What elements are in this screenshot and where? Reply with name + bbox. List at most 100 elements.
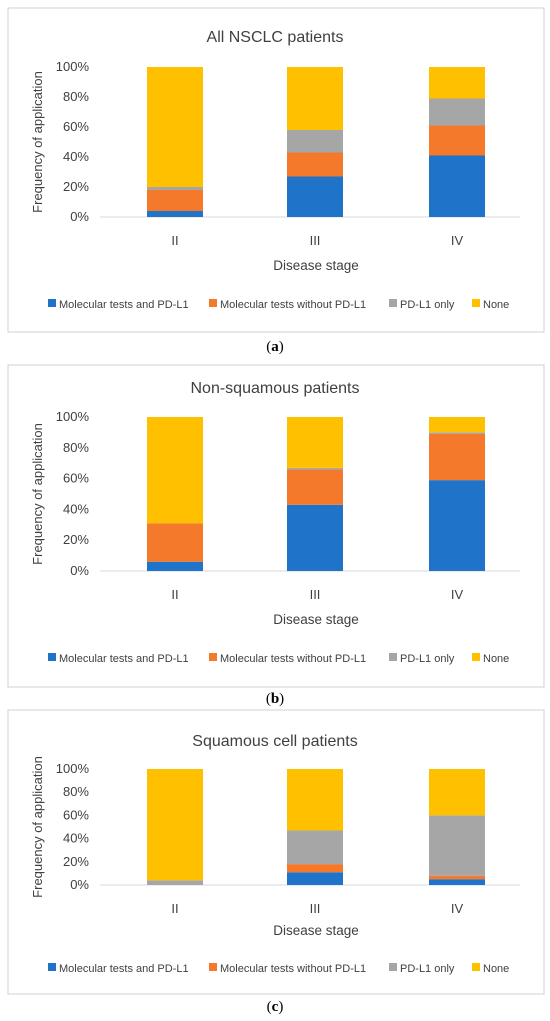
bar-segment <box>147 211 203 217</box>
bar-segment <box>429 433 485 481</box>
legend-swatch <box>48 653 56 661</box>
bar-segment <box>429 125 485 156</box>
bar-segment <box>429 432 485 434</box>
legend-label: Molecular tests without PD-L1 <box>220 299 366 311</box>
caption-b-letter: b <box>270 691 280 707</box>
chart-a: All NSCLC patients 0% 20% 40% 60% 80% 100% Freq… <box>7 7 545 333</box>
bar-segment <box>147 417 203 524</box>
bar-segment <box>429 417 485 433</box>
legend-swatch <box>472 299 480 307</box>
bar-segment <box>287 830 343 865</box>
bar-segment <box>287 417 343 468</box>
x-tick-label: IV <box>451 901 464 916</box>
chart-c: Squamous cell patients 0% 20% 40% 60% 80% 100%… <box>7 709 545 995</box>
legend-label: None <box>483 653 509 665</box>
x-tick-label: III <box>310 233 321 248</box>
chart-b: Non-squamous patients 0% 20% 40% 60% 80% 100% F… <box>7 364 545 688</box>
legend-label: Molecular tests and PD-L1 <box>59 963 189 975</box>
caption-b: (b) <box>265 691 285 707</box>
y-tick-label: 100% <box>56 59 90 74</box>
x-axis-label: Disease stage <box>273 612 359 627</box>
legend-label: PD-L1 only <box>400 963 455 975</box>
legend-swatch <box>209 963 217 971</box>
x-axis-label: Disease stage <box>273 923 359 938</box>
legend-label: PD-L1 only <box>400 653 455 665</box>
bar-segment <box>429 98 485 126</box>
x-tick-label: II <box>171 587 178 602</box>
x-tick-label: II <box>171 901 178 916</box>
y-tick-label: 20% <box>63 179 89 194</box>
x-tick-label: IV <box>451 233 464 248</box>
bar-segment <box>287 467 343 470</box>
bar-segment <box>147 880 203 885</box>
bar-segment <box>147 561 203 571</box>
y-tick-label: 20% <box>63 532 89 547</box>
x-tick-label: III <box>310 901 321 916</box>
legend-swatch <box>389 963 397 971</box>
legend-swatch <box>472 963 480 971</box>
bar-segment <box>429 879 485 885</box>
legend-label: PD-L1 only <box>400 299 455 311</box>
bar-segment <box>287 152 343 177</box>
y-tick-label: 40% <box>63 831 89 846</box>
chart-title: Non-squamous patients <box>191 380 360 397</box>
x-tick-label: IV <box>451 587 464 602</box>
chart-panel-c: Squamous cell patients 0% 20% 40% 60% 80% 100%… <box>0 708 550 998</box>
bar-segment <box>147 523 203 562</box>
legend-swatch <box>48 299 56 307</box>
x-axis-label: Disease stage <box>273 258 359 273</box>
bar-segment <box>147 769 203 881</box>
y-axis-label: Frequency of application <box>30 71 45 213</box>
legend-label: Molecular tests and PD-L1 <box>59 653 189 665</box>
y-tick-label: 80% <box>63 784 89 799</box>
y-tick-label: 20% <box>63 854 89 869</box>
legend-swatch <box>209 653 217 661</box>
y-tick-label: 80% <box>63 440 89 455</box>
bar-segment <box>287 864 343 873</box>
bar-segment <box>429 875 485 880</box>
bar-segment <box>147 67 203 187</box>
bar-segment <box>287 176 343 217</box>
y-tick-label: 80% <box>63 89 89 104</box>
bar-segment <box>429 480 485 571</box>
bar-segment <box>287 130 343 153</box>
y-tick-label: 100% <box>56 409 90 424</box>
chart-panel-b: Non-squamous patients 0% 20% 40% 60% 80% 100% F… <box>0 360 550 692</box>
bar-segment <box>429 769 485 816</box>
legend-label: None <box>483 963 509 975</box>
y-tick-label: 60% <box>63 119 89 134</box>
y-axis-label: Frequency of application <box>30 423 45 565</box>
bar-segment <box>429 155 485 217</box>
legend-swatch <box>209 299 217 307</box>
caption-c-letter: c <box>271 999 279 1015</box>
chart-title: Squamous cell patients <box>192 733 357 750</box>
legend-swatch <box>389 299 397 307</box>
legend-swatch <box>48 963 56 971</box>
legend-swatch <box>389 653 397 661</box>
caption-a: (a) <box>266 339 284 355</box>
y-tick-label: 0% <box>70 209 89 224</box>
y-tick-label: 60% <box>63 471 89 486</box>
bar-segment <box>287 469 343 505</box>
legend-label: Molecular tests without PD-L1 <box>220 963 366 975</box>
bar-segment <box>429 67 485 99</box>
x-tick-label: II <box>171 233 178 248</box>
y-tick-label: 100% <box>56 761 90 776</box>
y-tick-label: 40% <box>63 501 89 516</box>
bar-segment <box>147 190 203 211</box>
caption-a-letter: a <box>271 339 279 355</box>
legend-label: None <box>483 299 509 311</box>
caption-c: (c) <box>266 999 284 1015</box>
y-tick-label: 0% <box>70 563 89 578</box>
bar-segment <box>429 815 485 876</box>
y-tick-label: 0% <box>70 877 89 892</box>
bar-segment <box>287 769 343 831</box>
legend-swatch <box>472 653 480 661</box>
y-tick-label: 60% <box>63 807 89 822</box>
legend-label: Molecular tests and PD-L1 <box>59 299 189 311</box>
y-axis-label: Frequency of application <box>30 756 45 898</box>
y-tick-label: 40% <box>63 149 89 164</box>
chart-title: All NSCLC patients <box>207 29 344 46</box>
bar-segment <box>287 67 343 130</box>
chart-panel-a: All NSCLC patients 0% 20% 40% 60% 80% 100% Freq… <box>0 0 550 340</box>
